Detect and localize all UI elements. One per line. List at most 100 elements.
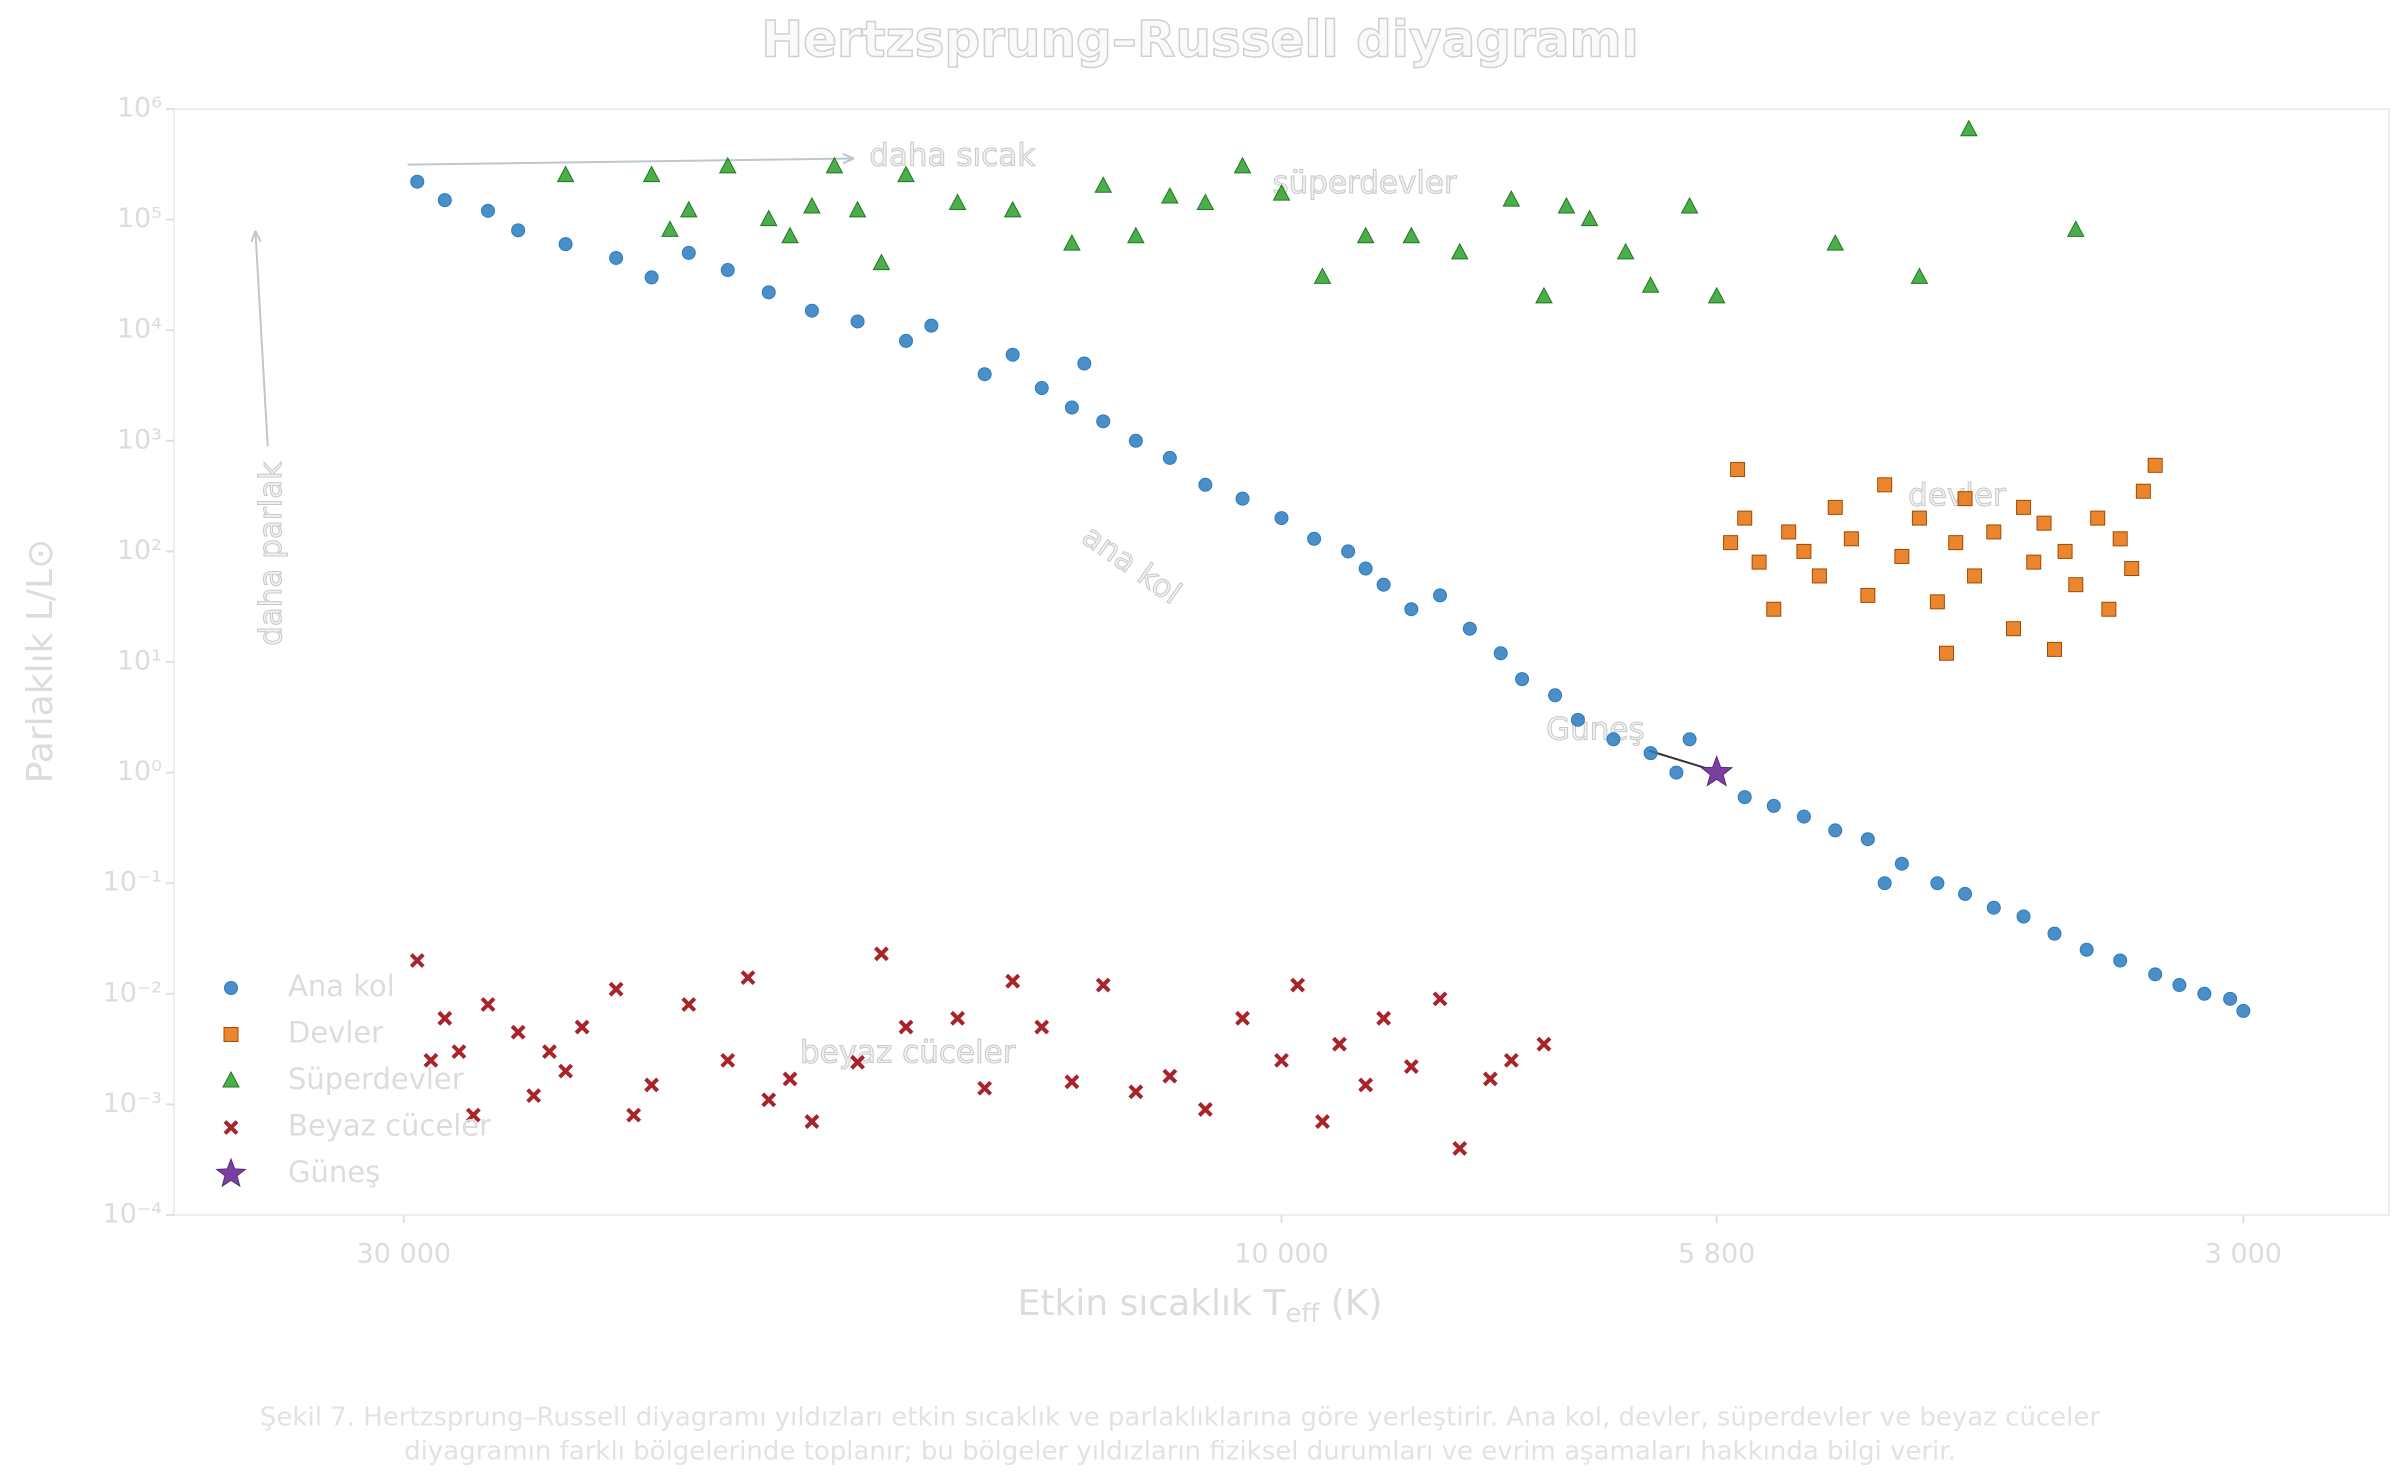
point bbox=[2090, 510, 2106, 526]
point bbox=[465, 1107, 481, 1123]
y-tick-label: 10⁻¹ bbox=[103, 867, 162, 898]
point bbox=[609, 250, 624, 265]
point bbox=[1096, 414, 1111, 429]
point bbox=[1843, 531, 1859, 547]
point bbox=[899, 333, 914, 348]
point bbox=[510, 1024, 526, 1040]
legend-marker bbox=[224, 981, 238, 995]
x-tick-label: 5 800 bbox=[1678, 1239, 1755, 1270]
point bbox=[2047, 926, 2062, 941]
point bbox=[1826, 234, 1845, 251]
point bbox=[1503, 1052, 1519, 1068]
x-tick-label: 30 000 bbox=[357, 1239, 451, 1270]
point bbox=[2223, 991, 2238, 1006]
point bbox=[1433, 588, 1448, 603]
point bbox=[542, 1044, 557, 1060]
point bbox=[1402, 226, 1421, 244]
point bbox=[2016, 909, 2031, 924]
point bbox=[1515, 672, 1530, 687]
point bbox=[1986, 524, 2002, 540]
point bbox=[437, 193, 452, 208]
point bbox=[410, 174, 425, 189]
point bbox=[1910, 267, 1929, 284]
point bbox=[644, 1077, 660, 1093]
point bbox=[1723, 535, 1739, 551]
point bbox=[1737, 510, 1753, 526]
y-tick-label: 10³ bbox=[117, 424, 162, 455]
annotation-arrow bbox=[1648, 749, 1711, 771]
point bbox=[1796, 809, 1811, 824]
point bbox=[1482, 1071, 1498, 1087]
point bbox=[1766, 798, 1781, 813]
point bbox=[1356, 226, 1375, 244]
point bbox=[761, 1092, 777, 1108]
point bbox=[2148, 967, 2163, 982]
point bbox=[511, 223, 526, 238]
point bbox=[1751, 554, 1767, 570]
point bbox=[1894, 856, 1909, 871]
point bbox=[1272, 184, 1291, 201]
point bbox=[1313, 267, 1332, 284]
point bbox=[1669, 765, 1684, 780]
point bbox=[1730, 462, 1746, 478]
point bbox=[1376, 1010, 1392, 1026]
annotation: Güneş bbox=[1546, 711, 1645, 747]
point bbox=[1034, 1019, 1050, 1035]
point bbox=[1341, 544, 1356, 559]
point bbox=[1332, 1036, 1347, 1052]
point bbox=[761, 285, 776, 300]
point bbox=[850, 1054, 865, 1070]
point bbox=[2068, 577, 2084, 593]
point bbox=[409, 953, 425, 968]
point bbox=[1128, 433, 1143, 448]
point bbox=[2026, 554, 2042, 570]
point bbox=[1197, 1102, 1213, 1117]
point bbox=[1493, 646, 1508, 661]
x-tick-label: 10 000 bbox=[1234, 1239, 1328, 1270]
chart-title: Hertzsprung–Russell diyagramı bbox=[761, 11, 1639, 69]
point bbox=[1700, 755, 1734, 787]
point bbox=[2057, 543, 2073, 559]
point bbox=[681, 997, 697, 1012]
point bbox=[1161, 186, 1179, 204]
point bbox=[1034, 381, 1049, 396]
point bbox=[874, 946, 889, 962]
point bbox=[1616, 242, 1635, 260]
point bbox=[782, 1071, 798, 1087]
legend-label: Süperdevler bbox=[288, 1062, 464, 1096]
point bbox=[950, 1010, 965, 1026]
point bbox=[948, 193, 967, 210]
point bbox=[1198, 477, 1213, 492]
point bbox=[2046, 641, 2062, 657]
point bbox=[1877, 477, 1893, 493]
point bbox=[574, 1019, 590, 1035]
point bbox=[1095, 977, 1111, 993]
point bbox=[2016, 499, 2032, 515]
point bbox=[1450, 242, 1469, 260]
point bbox=[1235, 1010, 1250, 1026]
point bbox=[740, 970, 756, 986]
y-tick-label: 10⁻² bbox=[103, 977, 162, 1008]
point bbox=[1235, 491, 1250, 506]
x-axis-label: Etkin sıcaklık Teff (K) bbox=[1018, 1283, 1383, 1329]
point bbox=[644, 270, 659, 285]
y-tick-label: 10¹ bbox=[117, 646, 162, 677]
point bbox=[626, 1107, 642, 1123]
point bbox=[679, 200, 698, 218]
point bbox=[804, 303, 819, 318]
point bbox=[556, 165, 575, 183]
point bbox=[1682, 732, 1697, 747]
point bbox=[1606, 732, 1621, 747]
point bbox=[1557, 196, 1576, 214]
point bbox=[1960, 119, 1978, 137]
point bbox=[1860, 587, 1876, 603]
point bbox=[924, 318, 939, 333]
point bbox=[1948, 535, 1964, 551]
plot-frame bbox=[173, 108, 2390, 1216]
point bbox=[1860, 832, 1875, 847]
point bbox=[1580, 209, 1599, 227]
point bbox=[1196, 193, 1215, 210]
point bbox=[803, 196, 821, 214]
legend-label: Güneş bbox=[288, 1155, 380, 1189]
point bbox=[1643, 746, 1658, 761]
